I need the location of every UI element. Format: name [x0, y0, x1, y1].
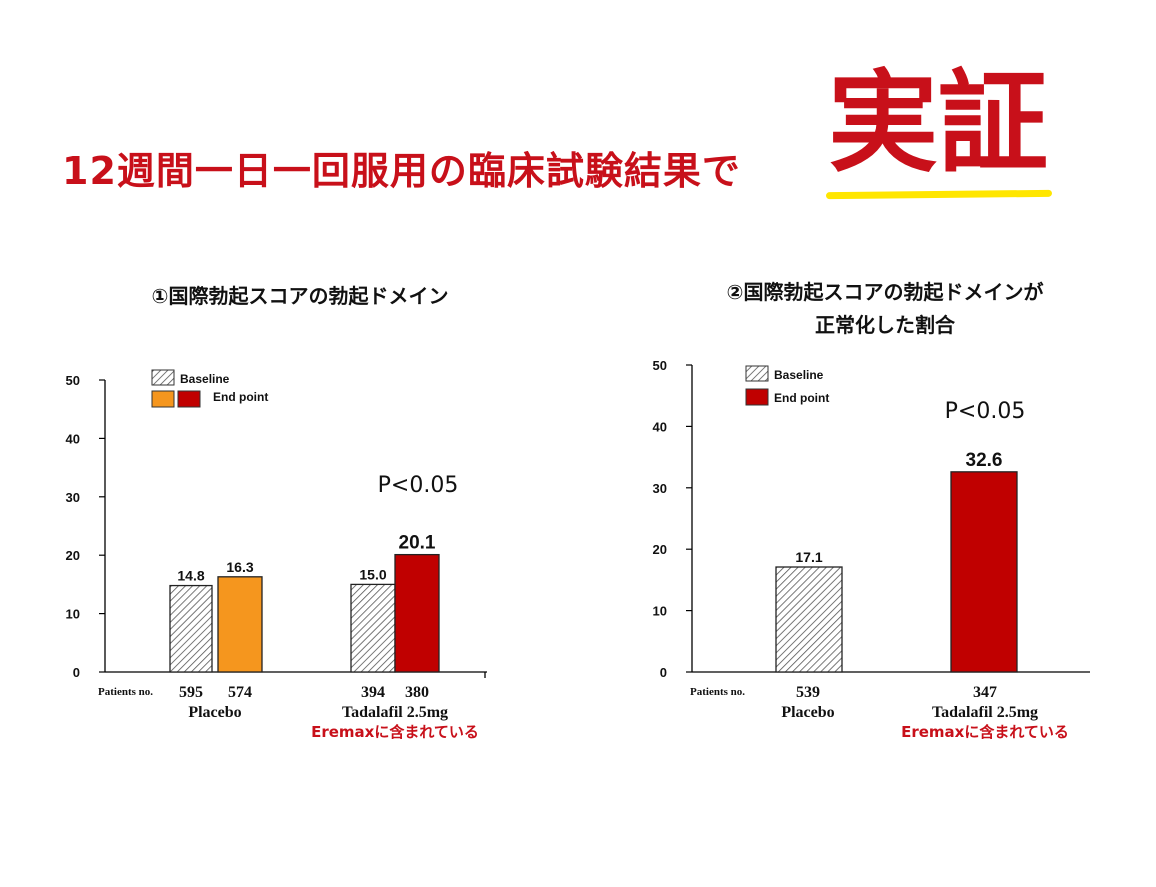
chart1-legend-baseline-swatch [151, 369, 175, 386]
chart2-legend-endpoint-swatch [745, 388, 769, 406]
chart1-data-label: 14.8 [177, 568, 204, 584]
chart1-bar-hatch-0-0 [169, 584, 213, 673]
chart1-patient-count: 394 [361, 684, 385, 701]
chart1-p-value: P<0.05 [378, 473, 459, 498]
headline: 12週間一日一回服用の臨床試験結果で [62, 149, 741, 193]
chart1-y-tick-label: 50 [66, 373, 80, 388]
chart2-y-tick-label: 50 [653, 358, 667, 373]
chart2-group-label: Tadalafil 2.5mg [932, 704, 1038, 721]
chart1-legend-endpoint-label: End point [213, 390, 268, 404]
chart2-data-label: 32.6 [966, 450, 1003, 471]
chart2-patient-count: 347 [973, 684, 997, 701]
chart1-bar-red-1-1 [394, 553, 440, 673]
chart2-data-label: 17.1 [795, 549, 822, 565]
chart1-data-label: 15.0 [359, 566, 386, 582]
chart1-legend-endpoint-swatch-red [177, 390, 201, 408]
chart2-y-tick-label: 40 [653, 419, 667, 434]
chart2-bar-red-1-0 [950, 471, 1018, 673]
chart2-y-tick-label: 10 [653, 604, 667, 619]
chart1-patient-count: 574 [228, 684, 252, 701]
chart2-patients-label: Patients no. [690, 686, 745, 698]
chart2-legend-endpoint-label: End point [774, 391, 829, 405]
chart1-title: ①国際勃起スコアの勃起ドメイン [151, 284, 449, 308]
chart1-patient-count: 595 [179, 684, 203, 701]
chart2-title: ②国際勃起スコアの勃起ドメインが 正常化した割合 [660, 276, 1110, 342]
chart2-bar-hatch-0-0 [775, 566, 843, 673]
chart2-y-tick-label: 0 [660, 665, 667, 680]
chart1-patients-label: Patients no. [98, 686, 153, 698]
chart1-legend-baseline-label: Baseline [180, 372, 230, 386]
chart1-y-tick-label: 20 [66, 548, 80, 563]
headline-emphasis: 実証 [828, 58, 1048, 187]
chart2-patient-count: 539 [796, 684, 820, 701]
chart1-y-tick-label: 30 [66, 490, 80, 505]
chart2-p-value: P<0.05 [945, 399, 1026, 424]
chart1-group-label: Tadalafil 2.5mg [342, 704, 448, 721]
chart2-group-note: Eremaxに含まれている [901, 723, 1069, 741]
chart1-y-tick-label: 40 [66, 431, 80, 446]
chart2-y-tick-label: 20 [653, 542, 667, 557]
chart2-title-line2: 正常化した割合 [815, 313, 955, 337]
chart1-bar-orange-0-1 [217, 576, 263, 673]
chart2-y-tick-label: 30 [653, 481, 667, 496]
chart2-legend-baseline-swatch [745, 365, 769, 382]
chart1-patient-count: 380 [405, 684, 429, 701]
chart1-y-tick-label: 0 [73, 665, 80, 680]
chart1-group-note: Eremaxに含まれている [311, 723, 479, 741]
chart1-bar-hatch-1-0 [350, 583, 396, 673]
chart1-data-label: 16.3 [226, 559, 253, 575]
chart1-group-label: Placebo [188, 704, 241, 721]
chart1-legend-endpoint-swatch-orange [151, 390, 175, 408]
chart2-group-label: Placebo [781, 704, 834, 721]
chart2-legend-baseline-label: Baseline [774, 368, 824, 382]
chart1-data-label: 20.1 [399, 533, 436, 554]
chart1-y-tick-label: 10 [66, 607, 80, 622]
chart2-title-line1: ②国際勃起スコアの勃起ドメインが [726, 280, 1044, 304]
